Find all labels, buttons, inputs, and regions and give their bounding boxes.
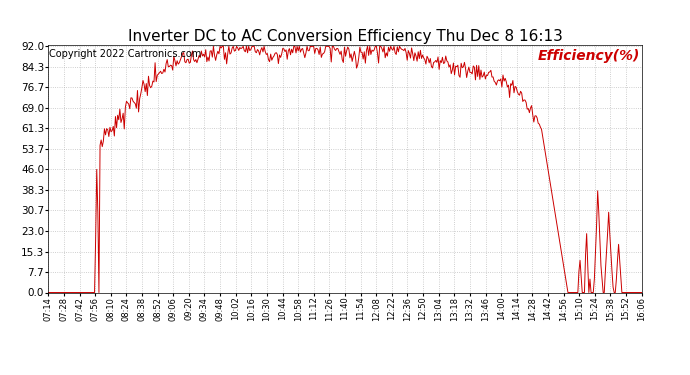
Text: Efficiency(%): Efficiency(%) xyxy=(538,49,640,63)
Title: Inverter DC to AC Conversion Efficiency Thu Dec 8 16:13: Inverter DC to AC Conversion Efficiency … xyxy=(128,29,562,44)
Text: Copyright 2022 Cartronics.com: Copyright 2022 Cartronics.com xyxy=(50,49,201,59)
